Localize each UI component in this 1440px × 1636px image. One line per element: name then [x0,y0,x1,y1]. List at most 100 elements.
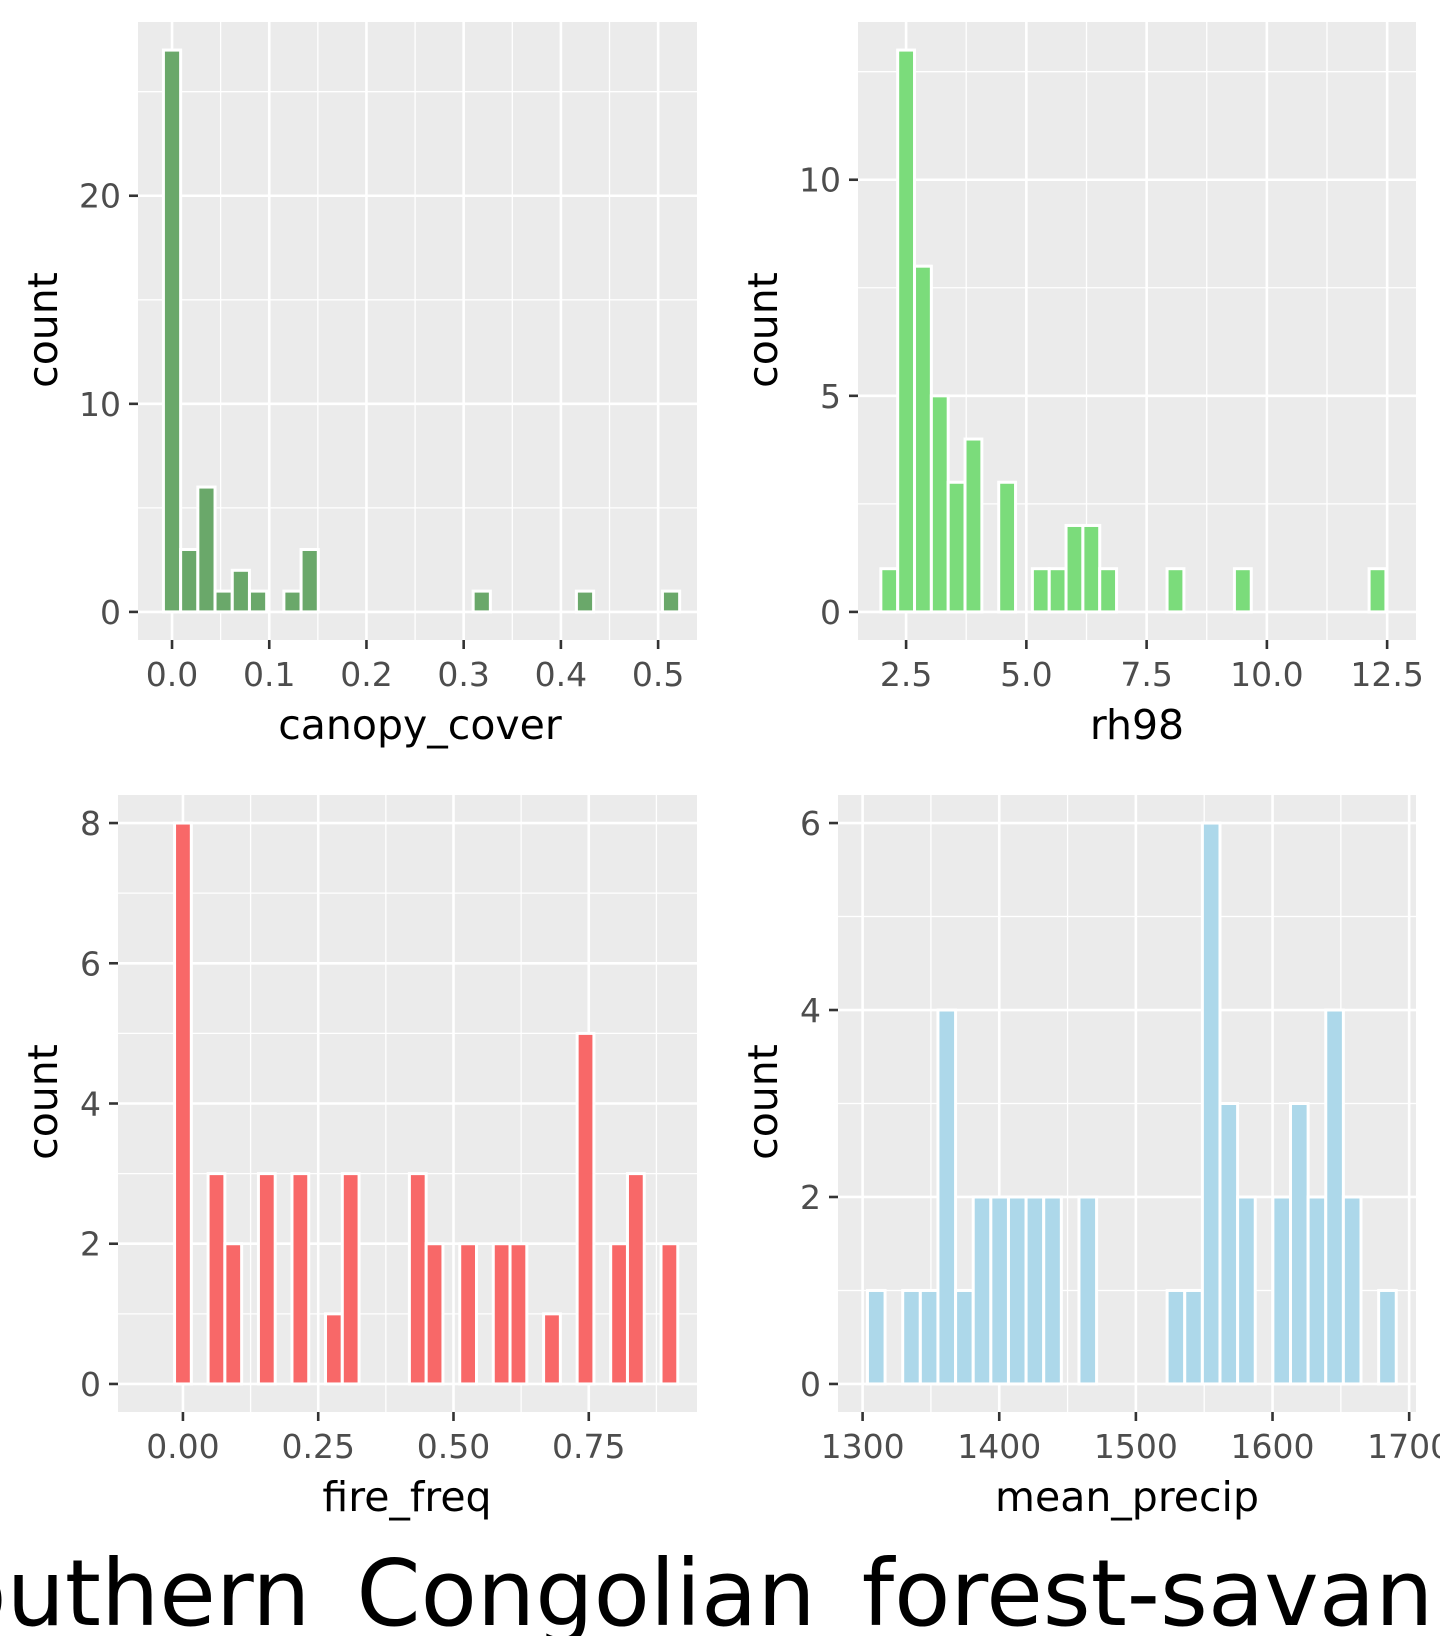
panel-background [138,22,697,640]
fire-freq-bar-7 [407,1172,428,1386]
rh98-bar-3 [929,394,950,614]
mean-precip-bar-13 [1200,821,1222,1386]
x-tick-label: 0.0 [146,655,198,694]
y-axis-title: count [19,1044,67,1160]
fire-freq-bar-6 [340,1172,361,1386]
mean-precip-bar-7 [1006,1195,1028,1386]
x-tick-label: 0.1 [243,655,295,694]
mean-precip-bar-18 [1306,1195,1328,1386]
x-tick-label: 0.25 [281,1427,354,1466]
rh98-bar-12 [1165,567,1186,614]
fire-freq-bar-4 [290,1172,311,1386]
fire-freq-bar-0 [173,821,193,1386]
x-tick-label: 0.5 [632,655,684,694]
mean-precip-bar-8 [1024,1195,1046,1386]
mean-precip-bar-12 [1183,1288,1204,1386]
x-axis-title: rh98 [1090,701,1184,749]
x-tick-label: 0.75 [552,1427,625,1466]
fire-freq-bar-13 [575,1031,596,1386]
canopy-cover-bar-7 [299,547,320,614]
mean-precip-bar-6 [989,1195,1010,1386]
x-tick-label: 0.00 [146,1427,219,1466]
fire-freq-bar-16 [659,1242,680,1386]
rh98-bar-6 [997,480,1018,614]
rh98-bar-14 [1367,567,1388,614]
y-tick-label: 2 [80,1225,101,1264]
fire-freq-bar-1 [206,1172,227,1386]
fire-freq-bar-8 [424,1242,445,1386]
mean-precip-bar-21 [1377,1288,1398,1386]
canopy-cover-bar-1 [179,547,200,614]
mean-precip-bar-19 [1324,1008,1345,1386]
y-tick-label: 5 [820,377,841,416]
rh98-bar-10 [1081,523,1102,614]
canopy-cover-bar-8 [471,589,492,614]
canopy-cover-bar-5 [247,589,269,614]
y-tick-label: 10 [799,161,841,200]
mean-precip-bar-10 [1077,1195,1099,1386]
mean-precip-bar-5 [971,1195,993,1386]
mean-precip-bar-9 [1042,1195,1063,1386]
canopy-cover-histogram: 0.0 0.1 0.2 0.3 0.4 0.5 0 10 20 canopy_cover count [19,22,697,749]
canopy-cover-bar-6 [282,589,303,614]
rh98-bar-0 [879,567,900,614]
x-tick-label: 0.2 [340,655,392,694]
rh98-bar-4 [946,480,967,614]
y-tick-label: 8 [80,804,101,843]
figure-title: Southern_Congolian_forest-savanna [0,1540,1440,1636]
mean-precip-bar-16 [1271,1195,1292,1386]
y-tick-label: 6 [800,804,821,843]
fire-freq-bar-5 [324,1312,344,1386]
x-axis-title: canopy_cover [278,701,562,749]
fire-freq-bar-3 [256,1172,277,1386]
fire-freq-bar-15 [625,1172,646,1386]
y-axis-title: count [739,272,787,388]
x-tick-label: 0.3 [437,655,489,694]
rh98-bar-11 [1098,567,1119,614]
y-tick-label: 6 [80,944,101,983]
mean-precip-bar-2 [918,1288,940,1386]
y-tick-label: 0 [820,593,841,632]
x-axis-title: mean_precip [995,1473,1259,1521]
fire-freq-bar-14 [609,1242,629,1386]
canopy-cover-bar-0 [161,48,183,614]
mean-precip-bar-17 [1288,1102,1310,1386]
mean-precip-bar-15 [1236,1195,1257,1386]
rh98-bar-1 [896,48,917,614]
mean-precip-bar-14 [1218,1102,1240,1386]
mean-precip-bar-4 [954,1288,975,1386]
x-tick-label: 1600 [1231,1427,1315,1466]
mean-precip-bar-11 [1165,1288,1187,1386]
fire-freq-bar-10 [491,1242,512,1386]
mean-precip-bar-0 [865,1288,887,1386]
x-tick-label: 5.0 [1000,655,1052,694]
x-tick-label: 12.5 [1350,655,1423,694]
y-tick-label: 20 [79,177,121,216]
fire-freq-bar-12 [542,1312,562,1386]
rh98-histogram: 2.5 5.0 7.5 10.0 12.5 0 5 10 rh98 count [739,22,1424,749]
y-tick-label: 4 [800,991,821,1030]
y-tick-label: 4 [80,1085,101,1124]
fire-freq-bar-9 [458,1242,478,1386]
x-tick-label: 1500 [1094,1427,1178,1466]
x-tick-label: 1300 [821,1427,905,1466]
rh98-bar-8 [1047,567,1068,614]
y-tick-label: 0 [100,593,121,632]
canopy-cover-bar-2 [196,485,217,614]
y-tick-label: 2 [800,1178,821,1217]
mean-precip-bar-1 [901,1288,922,1386]
fire-freq-bar-11 [508,1242,529,1386]
rh98-bar-13 [1232,567,1253,614]
x-tick-label: 7.5 [1120,655,1172,694]
y-axis-title: count [739,1044,787,1160]
fire-freq-histogram: 0.00 0.25 0.50 0.75 0 2 4 6 8 fire_freq count [19,795,697,1521]
mean-precip-bar-3 [936,1008,958,1386]
x-tick-label: 0.50 [417,1427,490,1466]
y-axis-title: count [19,272,67,388]
canopy-cover-bar-4 [230,568,251,614]
rh98-bar-5 [963,437,984,614]
x-tick-label: 0.4 [535,655,587,694]
